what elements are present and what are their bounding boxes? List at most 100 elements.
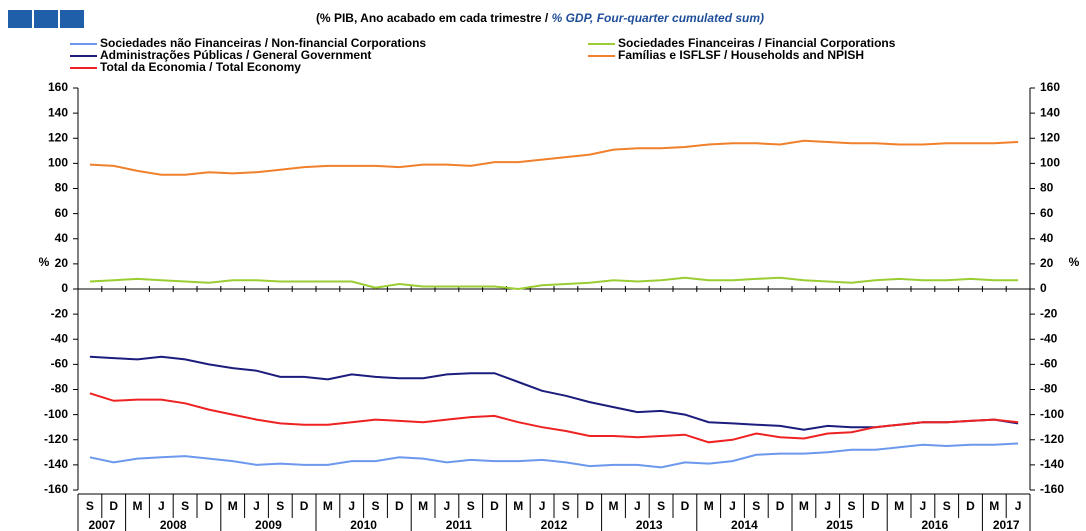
chart-title: (% PIB, Ano acabado em cada trimestre / … (316, 11, 764, 25)
year-label: 2008 (160, 518, 187, 531)
y-tick-label: -80 (51, 382, 69, 396)
series-line (89, 139, 1019, 176)
x-tick-label: M (894, 499, 904, 513)
x-tick-label: M (228, 499, 238, 513)
y2-tick-label: 120 (1040, 130, 1060, 144)
y-tick-label: -20 (51, 306, 69, 320)
x-tick-label: J (444, 499, 451, 513)
logo-block (8, 10, 32, 28)
x-tick-label: M (323, 499, 333, 513)
legend-label: Famílias e ISFLSF / Households and NPISH (618, 48, 864, 62)
x-tick-label: J (824, 499, 831, 513)
x-tick-label: D (966, 499, 975, 513)
y-tick-label: -120 (44, 432, 68, 446)
x-tick-label: S (371, 499, 379, 513)
year-label: 2016 (921, 518, 948, 531)
legend-label: Administrações Públicas / General Govern… (100, 48, 371, 62)
logo-block (60, 10, 84, 28)
x-tick-label: S (657, 499, 665, 513)
y-tick-label: 140 (48, 105, 68, 119)
x-tick-label: M (513, 499, 523, 513)
legend-label: Sociedades Financeiras / Financial Corpo… (618, 36, 896, 50)
y2-tick-label: -120 (1040, 432, 1064, 446)
year-label: 2012 (541, 518, 568, 531)
y-tick-label: -140 (44, 457, 68, 471)
y-unit: % (39, 255, 50, 269)
y-tick-label: -60 (51, 357, 69, 371)
series-line (89, 442, 1019, 469)
y2-tick-label: 140 (1040, 105, 1060, 119)
y2-tick-label: 40 (1040, 231, 1054, 245)
y-tick-label: 20 (55, 256, 69, 270)
title-en: % GDP, Four-quarter cumulated sum) (552, 11, 764, 25)
y2-tick-label: 60 (1040, 206, 1054, 220)
x-tick-label: J (729, 499, 736, 513)
x-tick-label: S (86, 499, 94, 513)
year-label: 2010 (350, 518, 377, 531)
y2-tick-label: -160 (1040, 482, 1064, 496)
year-label: 2014 (731, 518, 758, 531)
y-tick-label: 120 (48, 130, 68, 144)
series-line (89, 355, 1019, 431)
y-tick-label: 40 (55, 231, 69, 245)
x-tick-label: D (871, 499, 880, 513)
y2-tick-label: 80 (1040, 181, 1054, 195)
year-label: 2017 (993, 518, 1020, 531)
x-tick-label: D (681, 499, 690, 513)
x-tick-label: S (181, 499, 189, 513)
x-tick-label: D (585, 499, 594, 513)
year-label: 2013 (636, 518, 663, 531)
y2-tick-label: -40 (1040, 331, 1058, 345)
y2-tick-label: -140 (1040, 457, 1064, 471)
y2-tick-label: -20 (1040, 306, 1058, 320)
title-pt: (% PIB, Ano acabado em cada trimestre / (316, 11, 549, 25)
year-label: 2009 (255, 518, 282, 531)
x-tick-label: D (205, 499, 214, 513)
y2-tick-label: -60 (1040, 357, 1058, 371)
x-tick-label: M (133, 499, 143, 513)
x-tick-label: J (348, 499, 355, 513)
y2-unit: % (1069, 255, 1080, 269)
x-tick-label: D (395, 499, 404, 513)
x-tick-label: J (634, 499, 641, 513)
x-tick-label: S (847, 499, 855, 513)
y2-tick-label: 160 (1040, 80, 1060, 94)
y-tick-label: 60 (55, 206, 69, 220)
y-tick-label: 0 (61, 281, 68, 295)
y-tick-label: -100 (44, 407, 68, 421)
logo-block (34, 10, 58, 28)
x-tick-label: S (943, 499, 951, 513)
series-line (89, 392, 1019, 444)
series-line (89, 276, 1019, 291)
y-tick-label: 100 (48, 156, 68, 170)
x-tick-label: S (752, 499, 760, 513)
x-tick-label: D (490, 499, 499, 513)
y-tick-label: 80 (55, 181, 69, 195)
x-tick-label: J (1015, 499, 1022, 513)
x-tick-label: J (920, 499, 927, 513)
x-tick-label: M (418, 499, 428, 513)
y2-tick-label: 20 (1040, 256, 1054, 270)
legend-label: Total da Economia / Total Economy (100, 60, 301, 74)
x-tick-label: D (109, 499, 118, 513)
year-label: 2015 (826, 518, 853, 531)
y2-tick-label: 0 (1040, 281, 1047, 295)
x-tick-label: D (300, 499, 309, 513)
legend-label: Sociedades não Financeiras / Non-financi… (100, 36, 426, 50)
x-tick-label: M (609, 499, 619, 513)
year-label: 2011 (446, 518, 472, 531)
y-tick-label: -160 (44, 482, 68, 496)
x-tick-label: S (467, 499, 475, 513)
x-tick-label: M (799, 499, 809, 513)
x-tick-label: D (776, 499, 785, 513)
y2-tick-label: -100 (1040, 407, 1064, 421)
y2-tick-label: -80 (1040, 382, 1058, 396)
year-label: 2007 (88, 518, 115, 531)
x-tick-label: J (539, 499, 546, 513)
y-tick-label: -40 (51, 331, 69, 345)
y2-tick-label: 100 (1040, 156, 1060, 170)
x-tick-label: S (562, 499, 570, 513)
x-tick-label: M (989, 499, 999, 513)
